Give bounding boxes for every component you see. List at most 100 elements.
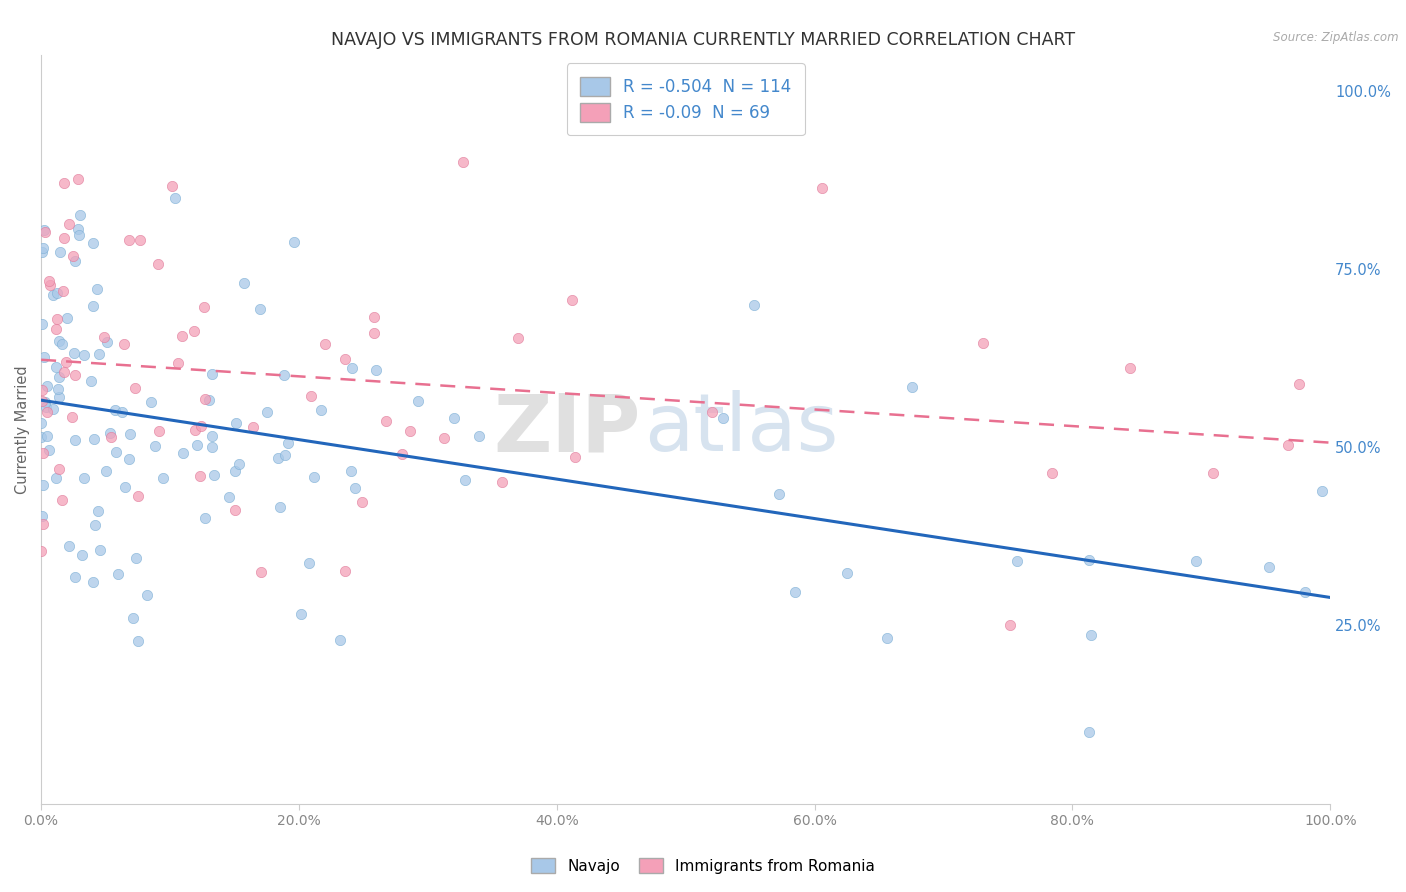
Point xyxy=(1078,553,1101,567)
Point xyxy=(112,337,135,351)
Point xyxy=(564,450,586,465)
Point xyxy=(35,405,58,419)
Point xyxy=(32,446,55,460)
Point xyxy=(188,469,211,483)
Point xyxy=(73,348,96,362)
Point xyxy=(193,301,215,315)
Point xyxy=(121,611,143,625)
Point xyxy=(45,359,67,374)
Point xyxy=(267,451,290,466)
Point xyxy=(744,298,766,312)
Point xyxy=(314,337,336,351)
Point xyxy=(201,428,224,442)
Point xyxy=(1119,361,1142,376)
Legend: Navajo, Immigrants from Romania: Navajo, Immigrants from Romania xyxy=(524,852,882,880)
Point xyxy=(49,245,72,260)
Point xyxy=(491,475,513,489)
Point xyxy=(31,383,53,397)
Point xyxy=(46,382,69,396)
Point xyxy=(37,429,59,443)
Point xyxy=(48,369,70,384)
Point xyxy=(32,516,55,531)
Point xyxy=(194,511,217,525)
Point xyxy=(55,311,77,326)
Point xyxy=(194,392,217,406)
Point xyxy=(333,352,356,367)
Point xyxy=(127,489,149,503)
Point xyxy=(67,222,90,236)
Point xyxy=(228,457,250,471)
Point xyxy=(100,430,122,444)
Point xyxy=(224,464,246,478)
Point xyxy=(1040,466,1063,480)
Point xyxy=(561,293,583,307)
Point xyxy=(93,330,115,344)
Point xyxy=(152,470,174,484)
Point xyxy=(42,288,65,302)
Point xyxy=(31,394,53,409)
Point xyxy=(283,235,305,250)
Point xyxy=(38,274,60,288)
Point xyxy=(51,337,73,351)
Point xyxy=(124,381,146,395)
Point xyxy=(467,429,489,443)
Point xyxy=(66,171,89,186)
Point xyxy=(125,550,148,565)
Point xyxy=(172,328,194,343)
Point xyxy=(45,322,67,336)
Point xyxy=(256,404,278,418)
Point xyxy=(363,326,385,341)
Point xyxy=(711,410,734,425)
Point xyxy=(998,618,1021,632)
Point xyxy=(53,177,76,191)
Point xyxy=(31,317,53,331)
Point xyxy=(184,423,207,437)
Point xyxy=(406,394,429,409)
Point xyxy=(52,285,75,299)
Point xyxy=(242,420,264,434)
Point xyxy=(201,367,224,381)
Point xyxy=(139,394,162,409)
Point xyxy=(1080,628,1102,642)
Point xyxy=(876,631,898,645)
Point xyxy=(34,225,56,239)
Point xyxy=(48,462,70,476)
Point xyxy=(60,409,83,424)
Point xyxy=(86,504,108,518)
Point xyxy=(1202,467,1225,481)
Point xyxy=(506,330,529,344)
Point xyxy=(30,544,52,558)
Point xyxy=(340,360,363,375)
Point xyxy=(104,444,127,458)
Point xyxy=(48,390,70,404)
Point xyxy=(53,231,76,245)
Point xyxy=(1277,438,1299,452)
Point xyxy=(700,404,723,418)
Point xyxy=(218,490,240,504)
Point xyxy=(1288,376,1310,391)
Point xyxy=(39,278,62,293)
Point xyxy=(172,445,194,459)
Point xyxy=(118,452,141,467)
Point xyxy=(1258,559,1281,574)
Point xyxy=(333,565,356,579)
Point xyxy=(37,378,59,392)
Point xyxy=(391,447,413,461)
Point xyxy=(225,416,247,430)
Text: NAVAJO VS IMMIGRANTS FROM ROMANIA CURRENTLY MARRIED CORRELATION CHART: NAVAJO VS IMMIGRANTS FROM ROMANIA CURREN… xyxy=(330,31,1076,49)
Point xyxy=(34,400,56,414)
Point xyxy=(31,245,53,260)
Point xyxy=(250,565,273,579)
Point xyxy=(83,432,105,446)
Point xyxy=(274,448,297,462)
Point xyxy=(82,575,104,590)
Point xyxy=(190,419,212,434)
Point xyxy=(45,470,67,484)
Point xyxy=(135,588,157,602)
Point xyxy=(63,368,86,382)
Point xyxy=(30,416,52,430)
Point xyxy=(111,405,134,419)
Point xyxy=(1294,585,1316,599)
Point xyxy=(34,395,56,409)
Point xyxy=(783,584,806,599)
